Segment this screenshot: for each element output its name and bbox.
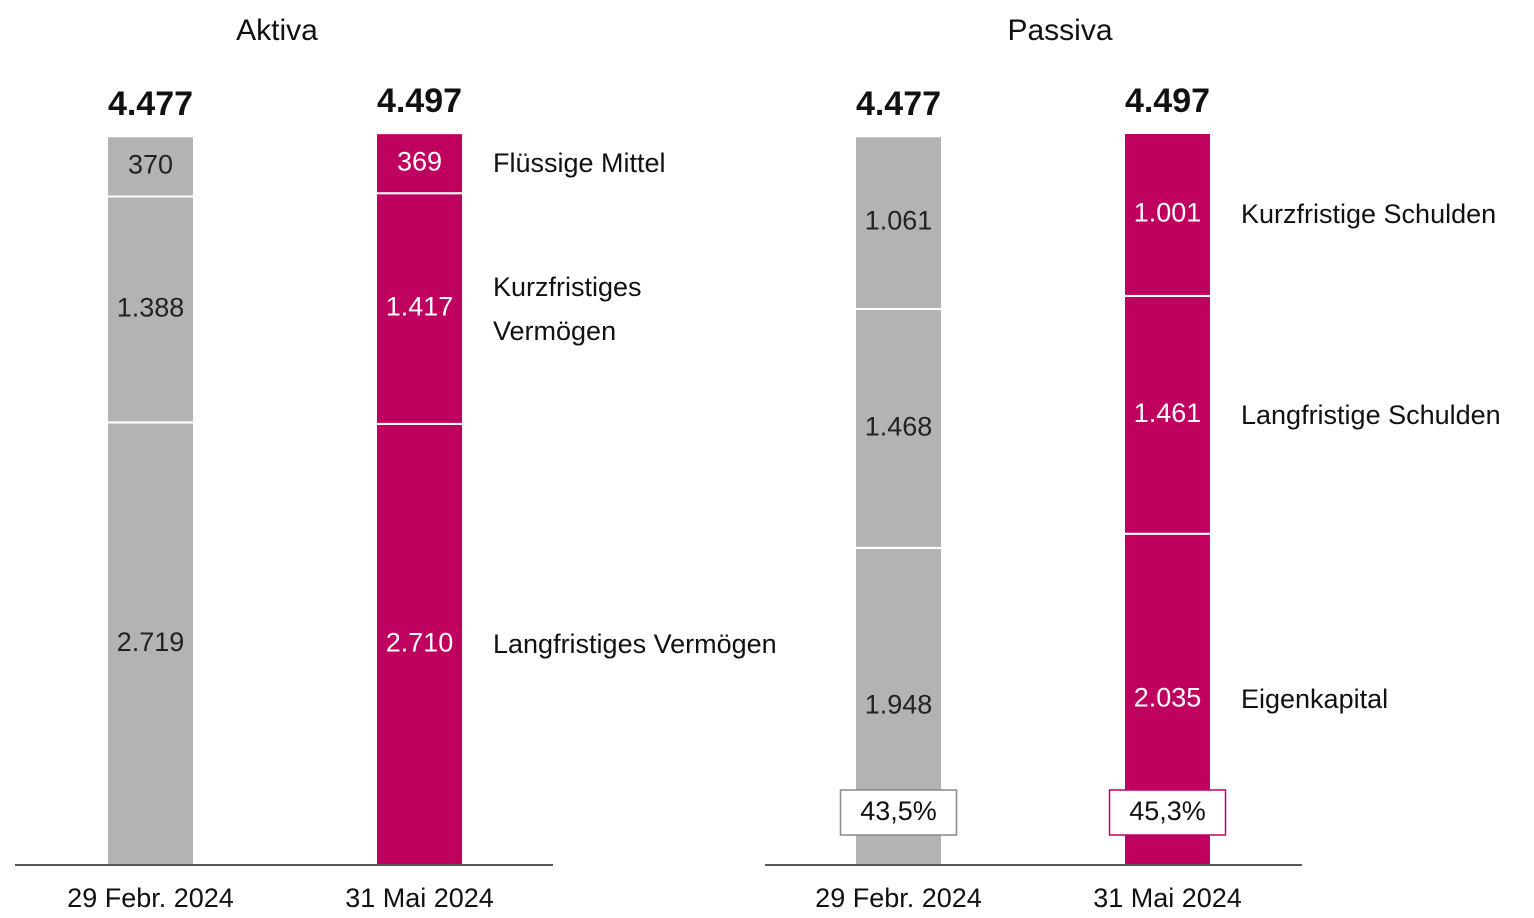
total-label: 4.477 — [108, 85, 193, 123]
series-label-box: Kurzfristiges Vermögen — [493, 271, 642, 346]
series-label: Langfristiges Vermögen — [493, 629, 777, 660]
series-label-box: Eigenkapital — [1241, 684, 1389, 715]
chart-title: Aktiva — [236, 14, 318, 47]
x-tick-label: 29 Febr. 2024 — [815, 883, 982, 913]
total-label: 4.497 — [1125, 82, 1210, 120]
bar-segment — [106, 135, 195, 198]
value-label: 369 — [397, 146, 442, 176]
series-label: Kurzfristige Schulden — [1241, 199, 1497, 230]
series-label-box: Flüssige Mittel — [493, 148, 666, 179]
series-label: Kurzfristiges Vermögen — [493, 271, 642, 346]
bar-segment — [1123, 132, 1212, 297]
value-label: 1.468 — [865, 412, 933, 442]
value-label: 1.061 — [865, 206, 933, 236]
x-tick-label: 31 Mai 2024 — [345, 883, 494, 913]
bar-segment — [106, 421, 195, 866]
value-label: 2.719 — [117, 627, 185, 657]
total-label: 4.477 — [856, 85, 941, 123]
bar-segment — [375, 132, 464, 195]
bar-segment — [106, 195, 195, 424]
bar-segment — [1123, 294, 1212, 535]
ratio-box — [1108, 789, 1227, 836]
x-tick-label: 31 Mai 2024 — [1093, 883, 1242, 913]
series-label: Eigenkapital — [1241, 684, 1389, 715]
value-label: 370 — [128, 149, 173, 179]
series-label: Langfristige Schulden — [1241, 399, 1501, 430]
bar-segment — [854, 135, 943, 310]
total-label: 4.497 — [377, 82, 462, 120]
value-label: 1.948 — [865, 690, 933, 720]
series-label: Flüssige Mittel — [493, 148, 666, 179]
ratio-label: 45,3% — [1129, 796, 1206, 826]
value-label: 2.710 — [386, 628, 454, 658]
bar-segment — [854, 307, 943, 549]
bar-segment — [375, 192, 464, 425]
series-label-box: Langfristige Schulden — [1241, 399, 1501, 430]
value-label: 1.388 — [117, 293, 185, 323]
series-label-box: Kurzfristige Schulden — [1241, 199, 1497, 230]
x-tick-label: 29 Febr. 2024 — [67, 883, 234, 913]
value-label: 1.001 — [1134, 198, 1202, 228]
ratio-box — [839, 789, 958, 836]
series-label-box: Langfristiges Vermögen — [493, 629, 777, 660]
value-label: 2.035 — [1134, 683, 1202, 713]
value-label: 1.417 — [386, 292, 454, 322]
chart-title: Passiva — [1007, 14, 1112, 47]
bar-segment — [375, 422, 464, 866]
ratio-label: 43,5% — [860, 796, 937, 826]
value-label: 1.461 — [1134, 398, 1202, 428]
